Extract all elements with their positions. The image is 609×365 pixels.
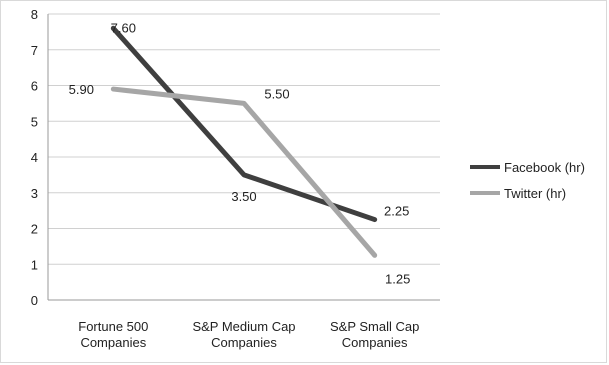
y-tick-label: 5 (31, 114, 38, 129)
data-label: 5.50 (264, 86, 289, 101)
data-labels: 7.60 3.50 2.25 5.90 5.50 1.25 (69, 20, 411, 286)
y-tick-label: 0 (31, 293, 38, 308)
series-lines (110, 25, 378, 258)
y-tick-label: 1 (31, 257, 38, 272)
data-label: 1.25 (385, 271, 410, 286)
y-axis-ticks: 0 1 2 3 4 5 6 7 8 (31, 7, 38, 308)
x-category-label-line: Fortune 500 (78, 319, 148, 334)
legend: Facebook (hr) Twitter (hr) (470, 160, 585, 201)
data-label: 3.50 (231, 189, 256, 204)
data-label: 7.60 (111, 20, 136, 35)
x-category-label-line: S&P Medium Cap (192, 319, 295, 334)
x-category-label-line: S&P Small Cap (330, 319, 419, 334)
data-label: 2.25 (384, 204, 409, 219)
y-tick-label: 3 (31, 186, 38, 201)
y-tick-label: 6 (31, 79, 38, 94)
legend-entry: Twitter (hr) (504, 186, 566, 201)
x-category-label: S&P Medium Cap Companies (192, 319, 295, 350)
gridlines (48, 13, 440, 265)
x-category-label: S&P Small Cap Companies (330, 319, 419, 350)
x-category-label-line: Companies (80, 335, 146, 350)
y-tick-label: 7 (31, 43, 38, 58)
y-tick-label: 8 (31, 7, 38, 22)
y-tick-label: 4 (31, 150, 38, 165)
x-category-label-line: Companies (211, 335, 277, 350)
series-line-1 (110, 86, 378, 258)
data-label: 5.90 (69, 82, 94, 97)
x-category-label: Fortune 500 Companies (78, 319, 148, 350)
legend-entry: Facebook (hr) (504, 160, 585, 175)
x-category-label-line: Companies (342, 335, 408, 350)
y-tick-label: 2 (31, 222, 38, 237)
